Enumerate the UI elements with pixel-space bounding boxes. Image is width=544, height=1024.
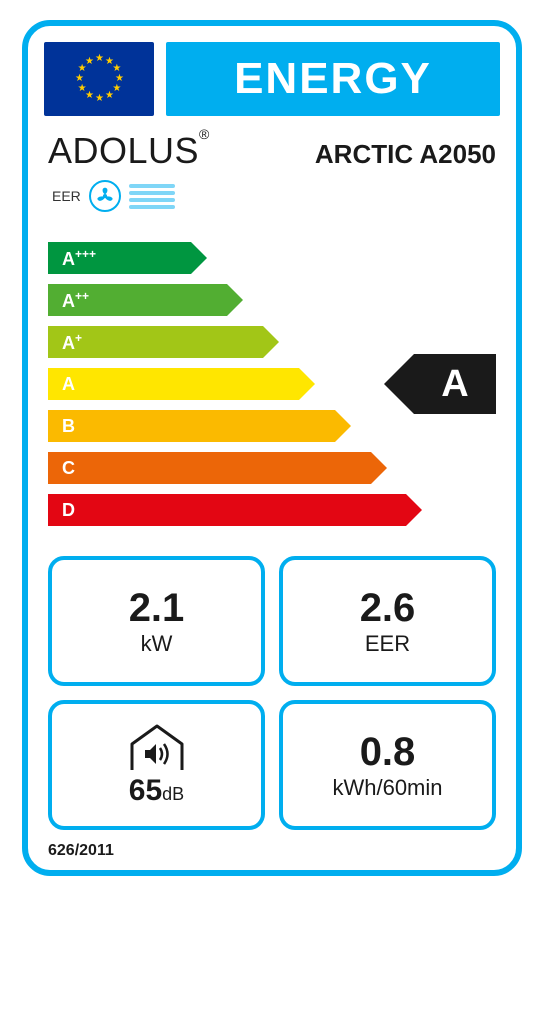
scale-bar: A++ <box>48 284 227 316</box>
spec-power: 2.1 kW <box>48 556 265 686</box>
eu-flag-stars: ★★★★★★★★★★★★ <box>75 55 123 103</box>
scale-bar-label: B <box>62 416 75 437</box>
air-flow-icon <box>129 184 175 209</box>
rating-pointer: A <box>414 354 496 414</box>
eu-star: ★ <box>112 65 120 73</box>
noise-house-icon <box>122 722 192 772</box>
consumption-unit: kWh/60min <box>332 775 442 801</box>
noise-value: 65dB <box>129 774 184 808</box>
eer-unit: EER <box>365 631 410 657</box>
power-value: 2.1 <box>129 586 185 631</box>
mode-row: EER <box>44 180 500 212</box>
scale-bar-label: C <box>62 458 75 479</box>
power-unit: kW <box>141 631 173 657</box>
eu-star: ★ <box>75 75 83 83</box>
efficiency-scale: A+++A++A+ABCD A <box>44 240 500 528</box>
spec-grid: 2.1 kW 2.6 EER 65dB 0.8 kWh/60min <box>44 556 500 830</box>
header-row: ★★★★★★★★★★★★ ENERGY <box>44 42 500 116</box>
brand-row: ADOLUS® ARCTIC A2050 <box>44 130 500 172</box>
scale-bar-label: A++ <box>62 289 89 312</box>
fan-icon <box>89 180 121 212</box>
scale-bar: A <box>48 368 299 400</box>
scale-bar-label: A <box>62 374 75 395</box>
eu-star: ★ <box>95 55 103 63</box>
consumption-value: 0.8 <box>360 730 416 775</box>
scale-bar: A+ <box>48 326 263 358</box>
energy-label-card: ★★★★★★★★★★★★ ENERGY ADOLUS® ARCTIC A2050… <box>22 20 522 876</box>
rating-letter: A <box>441 363 468 406</box>
registered-mark: ® <box>199 126 210 142</box>
eu-star: ★ <box>115 75 123 83</box>
scale-row-C: C <box>48 450 496 486</box>
scale-bar-label: A+ <box>62 331 82 354</box>
energy-banner: ENERGY <box>166 42 500 116</box>
scale-row-D: D <box>48 492 496 528</box>
scale-bar-label: D <box>62 500 75 521</box>
eu-star: ★ <box>85 58 93 66</box>
spec-noise: 65dB <box>48 700 265 830</box>
scale-bar: D <box>48 494 406 526</box>
spec-eer: 2.6 EER <box>279 556 496 686</box>
scale-row-Appp: A+++ <box>48 240 496 276</box>
scale-bar: C <box>48 452 371 484</box>
energy-title: ENERGY <box>234 54 432 104</box>
brand-name: ADOLUS® <box>48 130 210 172</box>
scale-bar: A+++ <box>48 242 191 274</box>
eu-flag: ★★★★★★★★★★★★ <box>44 42 154 116</box>
eu-star: ★ <box>95 95 103 103</box>
eer-value: 2.6 <box>360 586 416 631</box>
mode-label: EER <box>52 188 81 204</box>
scale-bar: B <box>48 410 335 442</box>
spec-consumption: 0.8 kWh/60min <box>279 700 496 830</box>
model-name: ARCTIC A2050 <box>315 139 496 170</box>
regulation-number: 626/2011 <box>44 842 500 860</box>
eu-star: ★ <box>78 85 86 93</box>
scale-bar-label: A+++ <box>62 247 96 270</box>
eu-star: ★ <box>105 92 113 100</box>
scale-row-App: A++ <box>48 282 496 318</box>
